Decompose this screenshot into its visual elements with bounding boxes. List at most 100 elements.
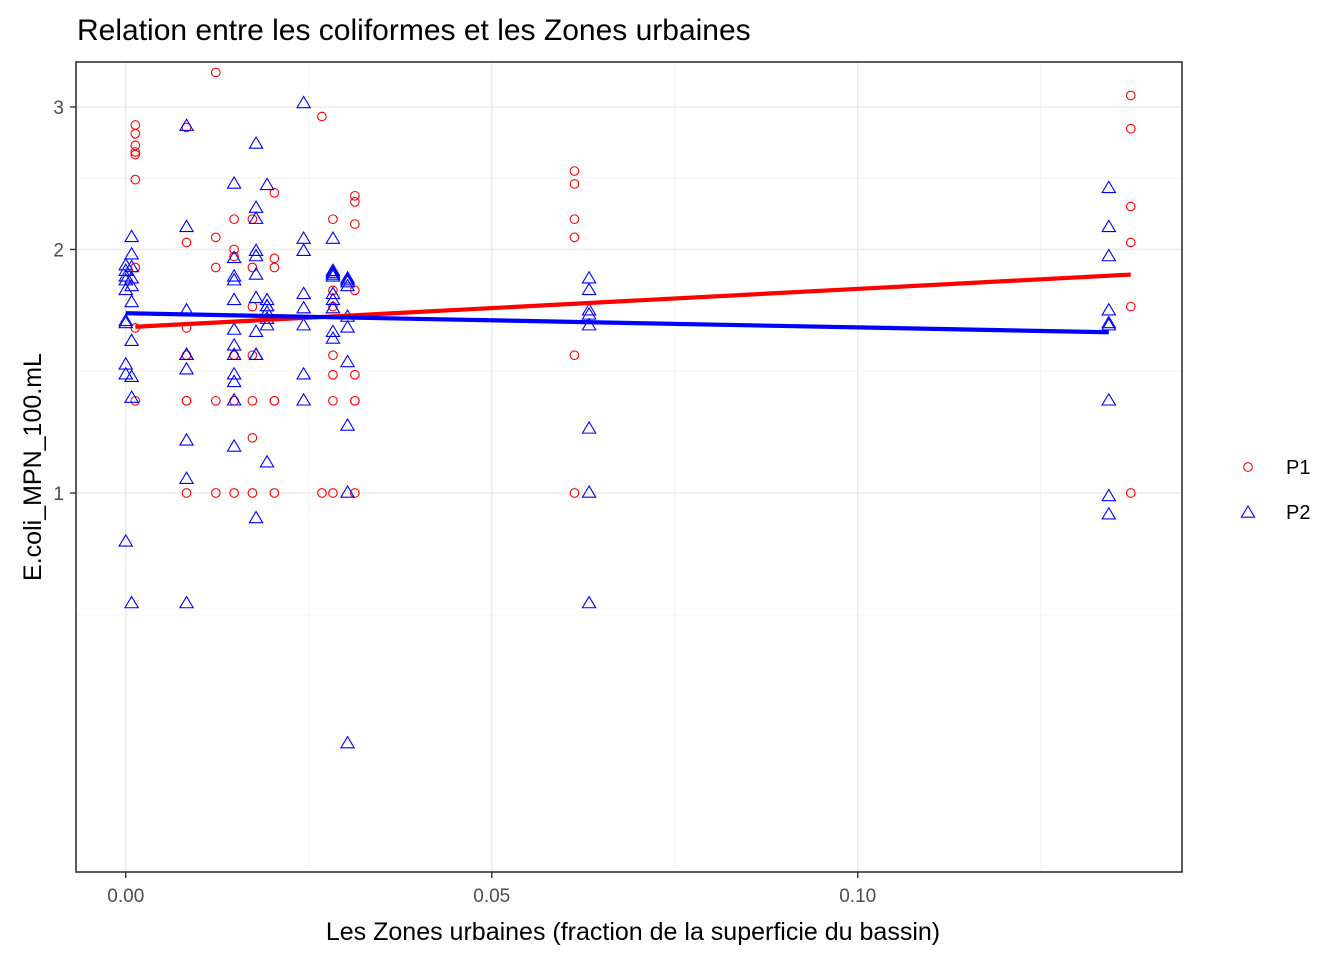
data-point-p2	[325, 292, 341, 306]
data-point-p1	[269, 187, 280, 198]
data-point-p2	[325, 230, 341, 244]
data-point-p1	[1125, 201, 1136, 212]
y-tick-label: 2	[53, 240, 64, 261]
data-point-p2	[325, 266, 341, 280]
data-point-p2	[1101, 219, 1117, 233]
data-point-p1	[569, 179, 580, 189]
data-point-p2	[226, 438, 242, 452]
data-point-p2	[259, 454, 275, 468]
y-axis: 1 2 3	[53, 98, 76, 505]
data-point-p2	[1101, 315, 1117, 329]
data-point-p2	[325, 324, 341, 338]
data-point-p2	[339, 270, 356, 284]
data-point-p2	[178, 361, 195, 375]
data-point-p2	[118, 366, 134, 380]
data-point-p2	[581, 282, 597, 296]
data-point-p2	[248, 347, 264, 360]
data-point-p2	[226, 250, 242, 264]
data-point-p2	[1101, 180, 1117, 194]
data-point-p2	[325, 286, 341, 300]
legend-key-p2	[1240, 504, 1256, 518]
data-point-p2	[124, 278, 140, 292]
data-point-p2	[124, 390, 140, 403]
data-point-p2	[178, 347, 195, 360]
data-point-p2	[296, 300, 312, 314]
data-point-p1	[1125, 301, 1136, 312]
data-point-p2	[124, 229, 140, 243]
data-point-p2	[118, 356, 134, 370]
data-point-p2	[259, 317, 275, 331]
grid-minor	[76, 62, 1182, 872]
data-point-p2	[259, 298, 275, 312]
data-point-p2	[226, 392, 242, 406]
data-point-p2	[226, 292, 242, 306]
data-point-p2	[226, 268, 242, 282]
data-point-p2	[226, 272, 242, 286]
data-point-p1	[569, 488, 580, 498]
data-point-p1	[130, 174, 141, 185]
data-point-p2	[248, 248, 264, 262]
x-tick-label: 0.00	[107, 886, 144, 907]
plot-border	[75, 61, 1183, 873]
data-point-p2	[124, 246, 140, 260]
data-point-p2	[118, 533, 134, 547]
data-point-p2	[1101, 317, 1117, 331]
x-axis: 0.00 0.05 0.10	[107, 872, 876, 907]
data-point-p1	[210, 395, 221, 406]
data-point-p1	[317, 488, 327, 498]
y-tick-label: 3	[53, 98, 64, 119]
data-point-p2	[296, 243, 312, 256]
data-point-p1	[130, 140, 141, 151]
data-point-p2	[248, 243, 264, 256]
trend-lines	[125, 272, 1131, 335]
data-point-p1	[269, 262, 280, 273]
data-point-p2	[248, 324, 264, 338]
data-point-p2	[124, 270, 140, 284]
data-point-p1	[181, 488, 192, 498]
data-point-p2	[325, 264, 341, 278]
data-point-p1	[328, 285, 338, 296]
data-point-p2	[226, 366, 242, 380]
chart-title: Relation entre les coliformes et les Zon…	[77, 14, 751, 47]
data-point-p1	[350, 190, 360, 201]
data-point-p1	[269, 488, 280, 498]
data-point-p2	[178, 219, 195, 233]
x-axis-label: Les Zones urbaines (fraction de la super…	[326, 918, 940, 946]
data-point-p2	[339, 272, 356, 286]
data-point-p1	[130, 128, 141, 139]
trend-line-p2	[125, 311, 1109, 335]
data-point-p1	[328, 488, 338, 498]
y-axis-label: E.coli_MPN_100.mL	[19, 353, 47, 581]
data-point-p2	[296, 366, 312, 380]
data-point-p1	[328, 214, 338, 225]
data-point-p1	[1125, 123, 1136, 134]
data-point-p2	[581, 420, 597, 434]
data-point-p1	[210, 488, 221, 498]
data-point-p2	[339, 274, 356, 288]
data-point-p2	[339, 735, 356, 749]
data-point-p2	[248, 135, 264, 149]
data-point-p1	[247, 488, 258, 498]
data-point-p2	[1101, 302, 1117, 316]
data-point-p1	[1125, 237, 1136, 248]
data-point-p2	[124, 333, 140, 347]
data-point-p2	[296, 286, 312, 300]
plot-panel	[76, 62, 1182, 872]
data-point-p2	[178, 432, 195, 446]
data-point-p1	[569, 232, 580, 243]
data-point-p1	[229, 488, 239, 498]
data-point-p2	[296, 95, 312, 109]
data-point-p1	[317, 111, 327, 122]
data-point-p1	[229, 214, 239, 225]
data-point-p1	[569, 166, 580, 176]
data-point-p2	[325, 330, 341, 344]
data-point-p2	[178, 595, 195, 609]
data-point-p2	[226, 175, 242, 189]
legend-label: P1	[1286, 457, 1310, 479]
x-tick-label: 0.05	[473, 886, 510, 907]
data-point-p2	[124, 595, 140, 609]
data-point-p2	[248, 266, 264, 280]
data-point-p2	[339, 417, 356, 431]
data-point-p2	[339, 484, 356, 498]
